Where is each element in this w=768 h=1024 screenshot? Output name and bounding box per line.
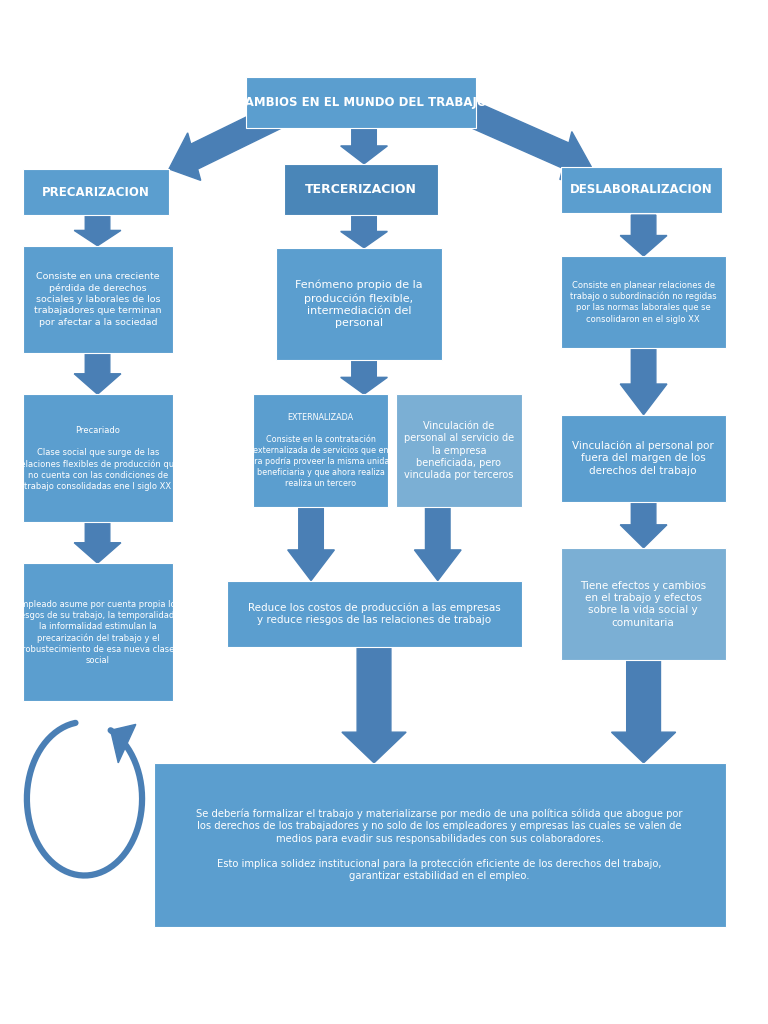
- Polygon shape: [111, 724, 136, 763]
- Text: Reduce los costos de producción a las empresas
y reduce riesgos de las relacione: Reduce los costos de producción a las em…: [248, 602, 501, 626]
- Polygon shape: [621, 215, 667, 256]
- Text: Precariado

Clase social que surge de las
relaciones flexibles de producción que: Precariado Clase social que surge de las…: [17, 426, 179, 490]
- Text: Vinculación al personal por
fuera del margen de los
derechos del trabajo: Vinculación al personal por fuera del ma…: [572, 440, 714, 476]
- FancyBboxPatch shape: [246, 77, 476, 128]
- Text: Tiene efectos y cambios
en el trabajo y efectos
sobre la vida social y
comunitar: Tiene efectos y cambios en el trabajo y …: [580, 581, 707, 628]
- FancyBboxPatch shape: [23, 563, 173, 701]
- Polygon shape: [341, 128, 387, 164]
- Polygon shape: [465, 100, 591, 179]
- Polygon shape: [415, 507, 461, 581]
- Text: PRECARIZACION: PRECARIZACION: [42, 185, 150, 199]
- FancyBboxPatch shape: [276, 248, 442, 360]
- FancyBboxPatch shape: [227, 581, 522, 647]
- Polygon shape: [74, 353, 121, 394]
- Polygon shape: [611, 660, 676, 763]
- Polygon shape: [341, 215, 387, 248]
- Text: EXTERNALIZADA

Consiste en la contratación
externalizada de servicios que en
otr: EXTERNALIZADA Consiste en la contratació…: [247, 413, 395, 488]
- FancyBboxPatch shape: [154, 763, 726, 927]
- Polygon shape: [621, 502, 667, 548]
- Text: Fenómeno propio de la
producción flexible,
intermediación del
personal: Fenómeno propio de la producción flexibl…: [295, 280, 423, 329]
- FancyBboxPatch shape: [561, 415, 726, 502]
- FancyBboxPatch shape: [561, 548, 726, 660]
- Polygon shape: [341, 360, 387, 394]
- Polygon shape: [74, 522, 121, 563]
- FancyBboxPatch shape: [23, 394, 173, 522]
- Polygon shape: [74, 215, 121, 246]
- FancyBboxPatch shape: [23, 169, 169, 215]
- Text: TERCERIZACION: TERCERIZACION: [305, 183, 417, 196]
- FancyBboxPatch shape: [396, 394, 522, 507]
- FancyBboxPatch shape: [561, 256, 726, 348]
- FancyBboxPatch shape: [253, 394, 388, 507]
- FancyBboxPatch shape: [561, 167, 722, 213]
- Text: Consiste en una creciente
pérdida de derechos
sociales y laborales de los
trabaj: Consiste en una creciente pérdida de der…: [34, 272, 162, 327]
- FancyBboxPatch shape: [284, 164, 438, 215]
- FancyBboxPatch shape: [23, 246, 173, 353]
- Text: Se debería formalizar el trabajo y materializarse por medio de una política sóli: Se debería formalizar el trabajo y mater…: [197, 808, 683, 882]
- Polygon shape: [621, 348, 667, 415]
- Text: CAMBIOS EN EL MUNDO DEL TRABAJO: CAMBIOS EN EL MUNDO DEL TRABAJO: [236, 96, 486, 109]
- Polygon shape: [288, 507, 334, 581]
- Text: Vinculación de
personal al servicio de
la empresa
beneficiada, pero
vinculada po: Vinculación de personal al servicio de l…: [404, 421, 514, 480]
- Text: DESLABORALIZACION: DESLABORALIZACION: [570, 183, 713, 197]
- Text: Empleado asume por cuenta propia los
riesgos de su trabajo, la temporalidad y
la: Empleado asume por cuenta propia los rie…: [14, 600, 182, 665]
- Polygon shape: [342, 647, 406, 763]
- Polygon shape: [169, 100, 287, 180]
- Text: Consiste en planear relaciones de
trabajo o subordinación no regidas
por las nor: Consiste en planear relaciones de trabaj…: [570, 281, 717, 324]
